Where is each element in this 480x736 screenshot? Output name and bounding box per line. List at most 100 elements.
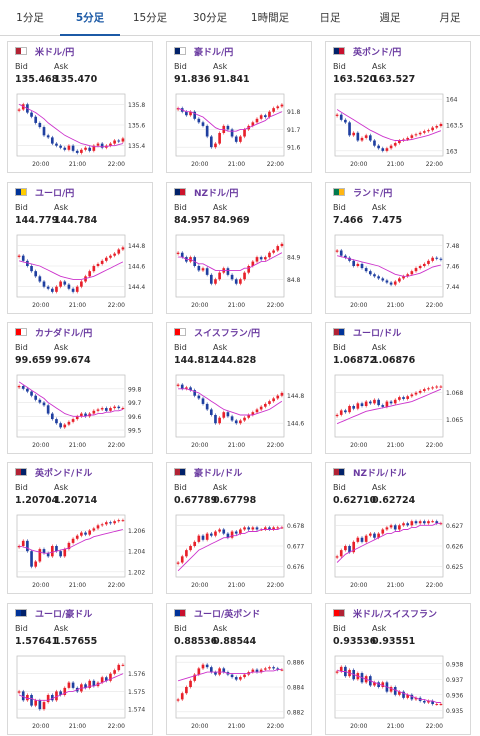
pair-name[interactable]: ユーロ/円 (35, 189, 75, 199)
y-tick-label: 1.068 (446, 390, 463, 397)
quote-card[interactable]: ユーロ/豪ドル Bid Ask 1.57641 1.57655 1.576 1.575 1.5… (7, 603, 153, 735)
candle (100, 524, 104, 526)
bid-label: Bid (333, 343, 346, 352)
quote-card[interactable]: 豪ドル/ドル Bid Ask 0.67789 0.67798 0.678 0.677 0.67… (166, 462, 312, 594)
ask-value: 0.93551 (372, 636, 416, 647)
candle (185, 111, 188, 116)
price-chart[interactable]: 1.576 1.575 1.574 20:00 21:00 22:00 (13, 652, 149, 734)
quote-card[interactable]: 米ドル/円 Bid Ask 135.468 135.470 135.8 135.6 135.4… (7, 41, 153, 173)
pair-name[interactable]: 豪ドル/ドル (194, 469, 243, 479)
candle (46, 135, 50, 138)
tab-30min[interactable]: 30分足 (192, 12, 228, 24)
pair-name[interactable]: ユーロ/英ポンド (194, 610, 261, 620)
price-chart[interactable]: 7.48 7.46 7.44 20:00 21:00 22:00 (331, 231, 467, 313)
pair-name[interactable]: 米ドル/スイスフラン (353, 610, 438, 620)
candle (84, 147, 87, 150)
ask-label: Ask (372, 343, 387, 352)
pair-name[interactable]: ユーロ/ドル (353, 329, 402, 339)
candle (197, 535, 201, 542)
pair-name[interactable]: NZドル/ドル (353, 469, 407, 479)
bid-label: Bid (174, 62, 187, 71)
candle (255, 257, 259, 262)
price-chart[interactable]: 99.8 99.7 99.6 99.5 20:00 21:00 22:00 (13, 371, 149, 453)
candle (360, 137, 364, 141)
candle (21, 255, 25, 261)
pair-name[interactable]: ランド/円 (353, 189, 393, 199)
candle (360, 537, 364, 542)
price-chart[interactable]: 144.8 144.6 20:00 21:00 22:00 (172, 371, 308, 453)
candle (222, 412, 226, 418)
quote-card[interactable]: ユーロ/ドル Bid Ask 1.06872 1.06876 1.068 1.065 20:0… (325, 322, 471, 454)
tab-5min[interactable]: 5分足 (60, 0, 120, 36)
pair-name[interactable]: 英ポンド/円 (353, 48, 402, 58)
quote-card[interactable]: 米ドル/スイスフラン Bid Ask 0.93536 0.93551 0.938 0.937… (325, 603, 471, 735)
price-chart[interactable]: 144.8 144.6 144.4 20:00 21:00 22:00 (13, 231, 149, 313)
ask-value: 0.88544 (213, 636, 257, 647)
x-tick-label: 20:00 (32, 161, 49, 168)
candle (34, 395, 38, 400)
pair-name[interactable]: スイスフラン/円 (194, 329, 261, 339)
pair-name[interactable]: 英ポンド/ドル (35, 469, 93, 479)
card-header: 英ポンド/円 (326, 42, 470, 60)
candle (84, 413, 87, 417)
quote-card[interactable]: 豪ドル/円 Bid Ask 91.836 91.841 91.8 91.7 91.6 20:00… (166, 41, 312, 173)
candle (189, 680, 192, 687)
candle (259, 257, 263, 260)
price-chart[interactable]: 0.678 0.677 0.676 20:00 21:00 22:00 (172, 511, 308, 593)
moving-average-line (177, 669, 282, 682)
candle (201, 268, 205, 271)
candle (180, 384, 184, 389)
candle (117, 140, 121, 142)
price-chart[interactable]: 0.938 0.937 0.936 0.935 20:00 21:00 22:00 (331, 652, 467, 734)
bid-value: 144.812 (174, 355, 218, 366)
candle (373, 533, 376, 538)
tab-weekly[interactable]: 週足 (379, 12, 401, 24)
price-chart[interactable]: 1.206 1.204 1.202 20:00 21:00 22:00 (13, 511, 149, 593)
price-chart[interactable]: 84.9 84.8 20:00 21:00 22:00 (172, 231, 308, 313)
price-chart[interactable]: 135.8 135.6 135.4 20:00 21:00 22:00 (13, 90, 149, 172)
tab-1min[interactable]: 1分足 (16, 12, 44, 24)
x-tick-label: 20:00 (32, 442, 49, 449)
price-chart[interactable]: 1.068 1.065 20:00 21:00 22:00 (331, 371, 467, 453)
quote-card[interactable]: ランド/円 Bid Ask 7.466 7.475 7.48 7.46 7.44 20:00 21… (325, 182, 471, 314)
quote-card[interactable]: ユーロ/円 Bid Ask 144.779 144.784 144.8 144.6 144.4… (7, 182, 153, 314)
candle (385, 148, 389, 151)
tab-1hour[interactable]: 1時間足 (250, 12, 290, 24)
quote-card[interactable]: ユーロ/英ポンド Bid Ask 0.88536 0.88544 0.886 0.884 0.… (166, 603, 312, 735)
x-tick-label: 22:00 (426, 302, 443, 309)
quote-card[interactable]: スイスフラン/円 Bid Ask 144.812 144.828 144.8 144.6 20… (166, 322, 312, 454)
candle (46, 694, 50, 703)
quote-card[interactable]: 英ポンド/ドル Bid Ask 1.20704 1.20714 1.206 1.204 1.2… (7, 462, 153, 594)
pair-name[interactable]: NZドル/円 (194, 189, 239, 199)
pair-name[interactable]: ユーロ/豪ドル (35, 610, 93, 620)
bid-label: Bid (15, 624, 28, 633)
card-header: 米ドル/円 (8, 42, 152, 60)
candle (263, 403, 267, 407)
pair-name[interactable]: カナダドル/円 (35, 329, 93, 339)
price-chart[interactable]: 164 163.5 163 20:00 21:00 22:00 (331, 90, 467, 172)
quote-card[interactable]: NZドル/ドル Bid Ask 0.62710 0.62724 0.627 0.626 0.6… (325, 462, 471, 594)
quote-card[interactable]: カナダドル/円 Bid Ask 99.659 99.674 99.8 99.7 99.6 99.… (7, 322, 153, 454)
tab-monthly[interactable]: 月足 (439, 12, 461, 24)
price-chart[interactable]: 91.8 91.7 91.6 20:00 21:00 22:00 (172, 90, 308, 172)
quote-card[interactable]: NZドル/円 Bid Ask 84.957 84.969 84.9 84.8 20:00 21:… (166, 182, 312, 314)
card-header: 米ドル/スイスフラン (326, 604, 470, 622)
candle (339, 666, 343, 672)
candle (209, 409, 213, 415)
candle (201, 664, 205, 669)
bid-label: Bid (174, 624, 187, 633)
pair-name[interactable]: 豪ドル/円 (194, 48, 234, 58)
pair-name[interactable]: 米ドル/円 (35, 48, 75, 58)
moving-average-line (18, 260, 124, 280)
candle (104, 408, 108, 411)
price-chart[interactable]: 0.886 0.884 0.882 20:00 21:00 22:00 (172, 652, 308, 734)
ca-flag-icon (15, 328, 27, 336)
candle (239, 279, 242, 284)
y-tick-label: 144.6 (128, 264, 145, 271)
tab-daily[interactable]: 日足 (319, 12, 341, 24)
tab-15min[interactable]: 15分足 (132, 12, 168, 24)
eu-flag-icon (15, 188, 27, 196)
price-chart[interactable]: 0.627 0.626 0.625 20:00 21:00 22:00 (331, 511, 467, 593)
candle (63, 424, 67, 428)
quote-card[interactable]: 英ポンド/円 Bid Ask 163.520 163.527 164 163.5 163 20:… (325, 41, 471, 173)
